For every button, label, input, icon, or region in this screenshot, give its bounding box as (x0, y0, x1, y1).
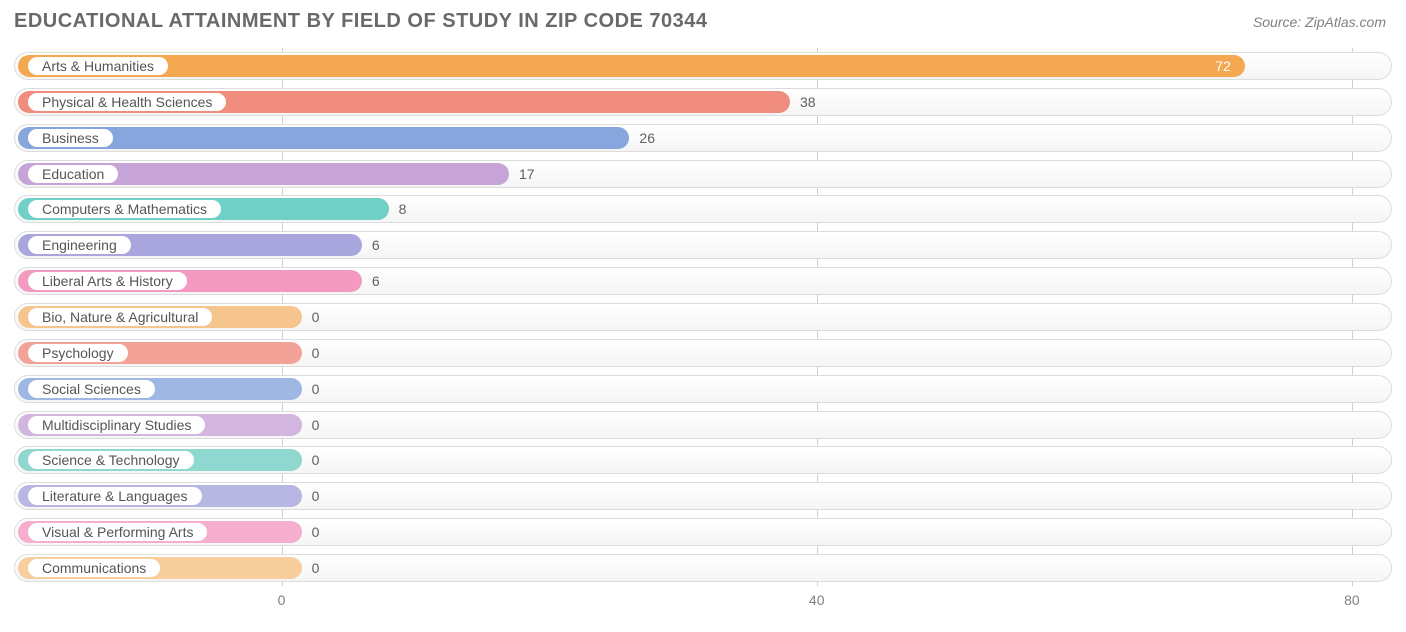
category-label-pill: Social Sciences (26, 378, 157, 400)
category-label-pill: Education (26, 163, 120, 185)
category-label-pill: Computers & Mathematics (26, 198, 223, 220)
bar-row: Visual & Performing Arts 0 (14, 518, 1392, 546)
bar-row: Business 26 (14, 124, 1392, 152)
category-label-pill: Literature & Languages (26, 485, 204, 507)
bar-fill (18, 55, 1245, 77)
bar-row: Social Sciences 0 (14, 375, 1392, 403)
bar-value-label: 0 (312, 482, 320, 510)
chart-container: EDUCATIONAL ATTAINMENT BY FIELD OF STUDY… (0, 0, 1406, 632)
category-label-pill: Multidisciplinary Studies (26, 414, 207, 436)
bar-value-label: 0 (312, 411, 320, 439)
bar-value-label: 26 (639, 124, 655, 152)
chart-source: Source: ZipAtlas.com (1253, 14, 1386, 30)
bar-value-label: 0 (312, 518, 320, 546)
category-label-pill: Business (26, 127, 115, 149)
bar-value-label: 6 (372, 231, 380, 259)
category-label-pill: Liberal Arts & History (26, 270, 189, 292)
bar-row: Psychology 0 (14, 339, 1392, 367)
bar-row: Literature & Languages 0 (14, 482, 1392, 510)
bar-value-label: 0 (312, 554, 320, 582)
bar-value-label: 8 (399, 195, 407, 223)
bar-value-label: 0 (312, 339, 320, 367)
bars-group: Arts & Humanities 72 Physical & Health Sci… (14, 48, 1392, 586)
bar-row: Communications 0 (14, 554, 1392, 582)
x-tick-label: 80 (1344, 592, 1360, 608)
bar-row: Education 17 (14, 160, 1392, 188)
category-label-pill: Science & Technology (26, 449, 196, 471)
bar-value-label: 38 (800, 88, 816, 116)
bar-row: Computers & Mathematics 8 (14, 195, 1392, 223)
bar-row: Physical & Health Sciences 38 (14, 88, 1392, 116)
x-tick-label: 40 (809, 592, 825, 608)
bar-value-label: 0 (312, 303, 320, 331)
bar-value-label: 0 (312, 375, 320, 403)
bar-row: Liberal Arts & History 6 (14, 267, 1392, 295)
category-label-pill: Visual & Performing Arts (26, 521, 209, 543)
bar-row: Bio, Nature & Agricultural 0 (14, 303, 1392, 331)
category-label-pill: Communications (26, 557, 162, 579)
plot-area: Arts & Humanities 72 Physical & Health Sci… (14, 48, 1392, 608)
category-label-pill: Physical & Health Sciences (26, 91, 228, 113)
bar-row: Arts & Humanities 72 (14, 52, 1392, 80)
category-label-pill: Engineering (26, 234, 133, 256)
category-label-pill: Arts & Humanities (26, 55, 170, 77)
bar-row: Engineering 6 (14, 231, 1392, 259)
category-label-pill: Psychology (26, 342, 130, 364)
bar-row: Science & Technology 0 (14, 446, 1392, 474)
x-tick-label: 0 (278, 592, 286, 608)
bar-value-label: 6 (372, 267, 380, 295)
bar-value-label: 17 (519, 160, 535, 188)
category-label-pill: Bio, Nature & Agricultural (26, 306, 214, 328)
chart-title: EDUCATIONAL ATTAINMENT BY FIELD OF STUDY… (14, 10, 708, 33)
bar-row: Multidisciplinary Studies 0 (14, 411, 1392, 439)
bar-value-label: 72 (1215, 52, 1231, 80)
bar-value-label: 0 (312, 446, 320, 474)
